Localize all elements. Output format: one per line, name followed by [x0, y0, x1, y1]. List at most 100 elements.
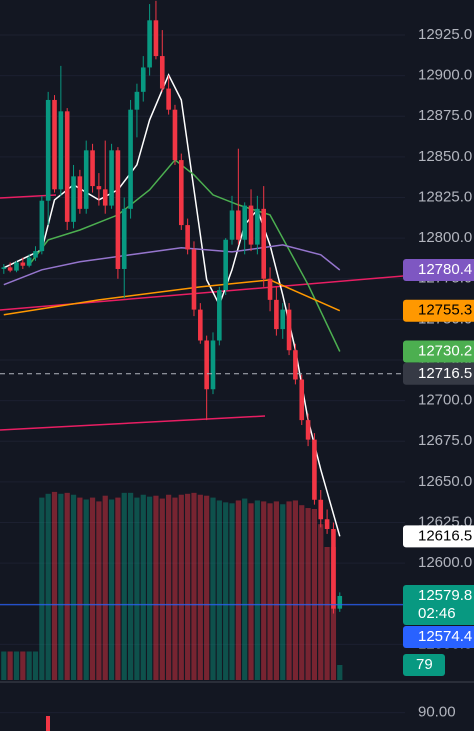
price-label-box	[403, 584, 474, 625]
price-label: 12579.8	[418, 587, 472, 604]
candle-body	[64, 111, 70, 222]
volume-bar	[64, 492, 70, 680]
volume-bar	[140, 494, 146, 680]
volume-bar	[159, 498, 165, 680]
candle-body	[185, 225, 190, 250]
volume-bar	[273, 501, 279, 680]
candle-body	[26, 257, 32, 266]
volume-bar	[51, 491, 58, 680]
volume-bar	[229, 503, 235, 680]
volume-bar	[45, 493, 51, 680]
volume-bar	[134, 497, 140, 680]
price-label-box	[403, 258, 474, 281]
volume-bar	[311, 509, 318, 680]
volume-layer	[1, 491, 343, 680]
volume-bar	[13, 651, 20, 680]
y-tick-label: 12825.0	[418, 188, 472, 205]
candle-body	[102, 189, 108, 206]
candle-body	[109, 150, 114, 206]
candle-body	[286, 309, 292, 351]
candle-body	[248, 205, 254, 245]
candle-body	[153, 20, 159, 57]
volume-bar	[153, 495, 159, 680]
candle-body	[267, 278, 273, 300]
volume-bar	[26, 651, 32, 680]
candle-body	[299, 379, 305, 421]
price-label: 12755.3	[418, 302, 472, 319]
candle-body	[318, 499, 324, 520]
candle-body	[96, 186, 102, 190]
price-label: 12730.2	[418, 343, 472, 360]
y-tick-label: 12600.0	[418, 554, 472, 571]
candle-body	[77, 176, 83, 209]
price-label-box	[403, 362, 474, 385]
volume-bar	[115, 497, 121, 680]
price-label-box	[403, 625, 474, 648]
y-tick-label: 12850.0	[418, 148, 472, 165]
candle-body	[217, 290, 222, 341]
volume-bar	[204, 495, 210, 680]
volume-bar	[191, 492, 197, 680]
candle-body	[134, 91, 140, 110]
candle-body	[331, 529, 336, 609]
y-tick-label: 12875.0	[418, 107, 472, 124]
volume-bar	[197, 494, 203, 680]
volume-bar	[324, 547, 330, 680]
candle-body	[337, 595, 343, 609]
volume-bar	[337, 664, 343, 680]
candle-body	[20, 262, 26, 266]
y-tick-label: 12800.0	[418, 229, 472, 246]
volume-bar	[70, 494, 77, 680]
volume-bar	[261, 501, 267, 680]
volume-bar	[32, 651, 39, 680]
volume-bar	[178, 494, 184, 680]
candle-body	[172, 109, 178, 161]
volume-bar	[292, 500, 299, 680]
volume-label-box	[403, 653, 445, 676]
candle-body	[274, 299, 279, 330]
price-label: 12574.4	[418, 628, 472, 645]
candle-body	[159, 56, 165, 89]
price-lines	[0, 373, 474, 606]
volume-bar	[305, 508, 311, 680]
candle-body	[147, 20, 152, 68]
countdown: 02:46	[418, 605, 456, 622]
ma-line	[3, 279, 341, 316]
candle-body	[261, 208, 267, 279]
volume-bar	[299, 505, 305, 680]
candle-body	[191, 249, 197, 310]
candle-body	[255, 208, 260, 245]
candle-body	[90, 150, 95, 187]
candle-body	[7, 267, 13, 271]
candle-body	[236, 210, 241, 240]
candle-body	[280, 309, 286, 330]
candle-body	[293, 350, 298, 380]
candle-body	[204, 340, 209, 390]
volume-bar	[20, 651, 26, 680]
candle-body	[83, 150, 89, 209]
volume-bar	[147, 496, 153, 680]
candle-body	[312, 439, 317, 500]
price-label-box	[403, 299, 474, 322]
volume-bar	[127, 492, 134, 680]
volume-bar	[280, 504, 286, 680]
trend-line	[0, 415, 266, 431]
volume-bar	[223, 502, 229, 680]
volume-bar	[121, 492, 127, 680]
candle-body	[223, 239, 228, 291]
volume-bar	[58, 493, 64, 680]
volume-bar	[102, 495, 108, 680]
candle-body	[210, 340, 216, 390]
volume-bar	[166, 494, 172, 680]
volume-bar	[318, 524, 324, 680]
volume-bar	[83, 499, 89, 680]
candle-body	[39, 200, 45, 252]
candle-body	[178, 160, 184, 226]
volume-bar	[96, 501, 102, 680]
y-tick-label: 90.00	[418, 704, 456, 721]
candle-body	[128, 109, 133, 209]
volume-bar	[216, 500, 222, 680]
volume-bar	[39, 497, 45, 680]
